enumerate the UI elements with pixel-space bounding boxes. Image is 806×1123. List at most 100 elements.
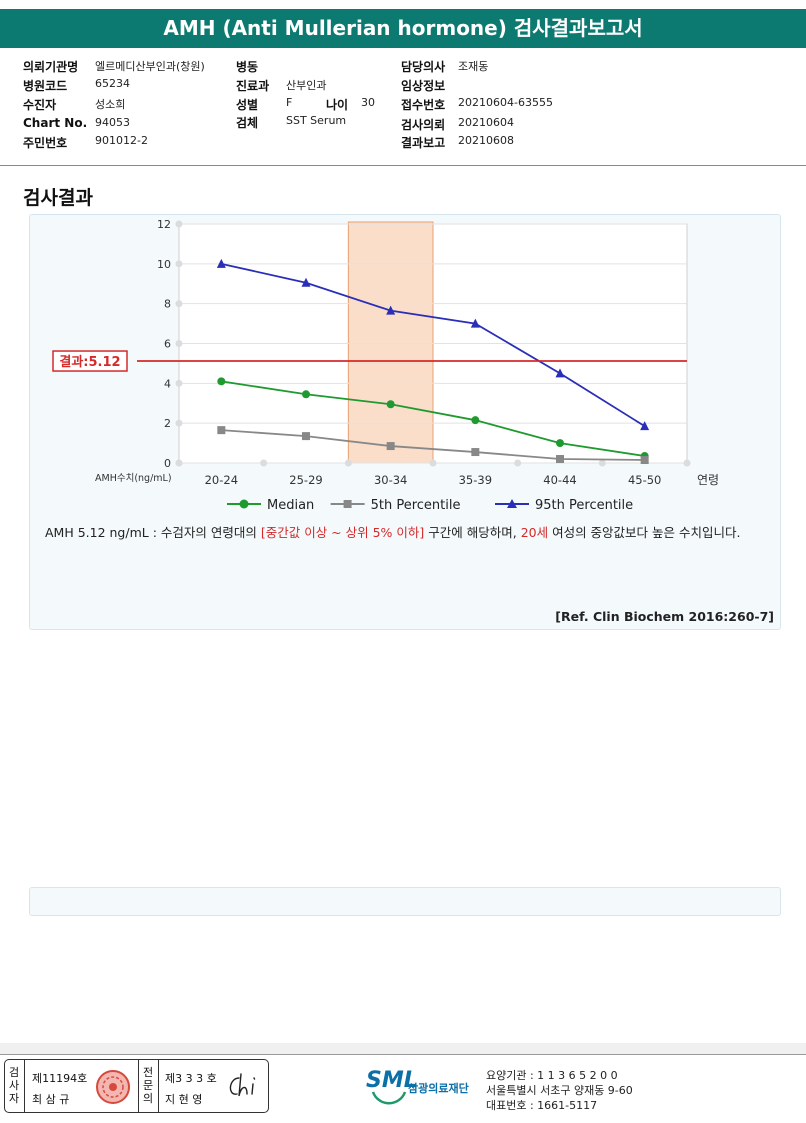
tester-number: 제11194호 bbox=[32, 1072, 88, 1085]
comment-highlight: 20세 bbox=[520, 525, 549, 540]
legend-label: 5th Percentile bbox=[371, 498, 461, 513]
institution-code: 요양기관 : 1 1 3 6 5 2 0 0 bbox=[486, 1069, 618, 1082]
y-tick-dot bbox=[175, 340, 183, 347]
x-tick-label: 40-44 bbox=[543, 473, 576, 487]
legend-marker bbox=[343, 500, 352, 508]
result-label-box bbox=[52, 350, 128, 372]
y-tick-label: 10 bbox=[157, 258, 171, 271]
info-value: F bbox=[286, 96, 293, 109]
x-tick-dot bbox=[175, 459, 183, 467]
y-tick-label: 0 bbox=[164, 457, 171, 470]
sml-logo-icon bbox=[371, 1091, 407, 1105]
legend-label: Median bbox=[267, 498, 314, 513]
x-tick-dot bbox=[598, 459, 606, 467]
amh-chart: 0 2 4 6 8 10 12 20-24 25-29 30-34 35-39 40-44 45-50 연… bbox=[52, 218, 719, 513]
data-point bbox=[640, 456, 649, 465]
info-label: 접수번호 bbox=[401, 98, 446, 112]
data-point bbox=[386, 400, 395, 409]
info-value: 901012-2 bbox=[95, 134, 148, 147]
series-line bbox=[221, 380, 645, 457]
legend-marker bbox=[507, 499, 517, 508]
legend-marker bbox=[239, 499, 249, 509]
section-title: 검사결과 bbox=[23, 187, 93, 209]
data-point bbox=[217, 426, 226, 435]
info-value: 조재동 bbox=[458, 60, 489, 73]
comment-text: 여성의 중앙값보다 높은 수치입니다. bbox=[548, 525, 741, 540]
y-tick-dot bbox=[175, 379, 183, 387]
info-value: 성소희 bbox=[95, 98, 126, 111]
y-tick-label: 6 bbox=[164, 338, 171, 351]
y-tick-dot bbox=[175, 260, 183, 268]
y-tick-label: 4 bbox=[164, 377, 171, 390]
info-label: 나이 bbox=[326, 98, 349, 112]
highlight-band bbox=[347, 221, 434, 464]
y-axis-label: AMH수치(ng/mL) bbox=[95, 472, 172, 484]
y-tick-label: 2 bbox=[164, 417, 171, 430]
info-label: 수진자 bbox=[23, 98, 57, 112]
y-tick-dot bbox=[175, 300, 183, 308]
info-value: 엘르메디산부인과(창원) bbox=[95, 60, 205, 73]
series-line bbox=[221, 429, 645, 461]
x-tick-label: 25-29 bbox=[289, 473, 322, 487]
data-point bbox=[471, 448, 480, 457]
reference: [Ref. Clin Biochem 2016:260-7] bbox=[555, 609, 774, 624]
data-point bbox=[302, 390, 310, 399]
y-tick-dot bbox=[175, 419, 183, 427]
data-point bbox=[555, 368, 565, 378]
comment-highlight: [중간값 이상 ~ 상위 5% 이하] bbox=[260, 525, 425, 540]
y-tick-dot bbox=[175, 220, 183, 228]
data-point bbox=[386, 442, 395, 451]
y-tick-label: 12 bbox=[157, 218, 171, 231]
tester-name: 최 삼 규 bbox=[32, 1093, 70, 1106]
info-label: 의뢰기관명 bbox=[23, 60, 79, 74]
info-value: 20210604 bbox=[458, 116, 514, 129]
data-point bbox=[556, 439, 564, 448]
info-value: 산부인과 bbox=[286, 79, 327, 92]
info-label: 병동 bbox=[236, 60, 259, 74]
footer-band bbox=[0, 1043, 806, 1055]
x-tick-dot bbox=[344, 459, 352, 467]
info-label: 결과보고 bbox=[401, 136, 446, 150]
empty-panel bbox=[29, 887, 781, 916]
specialist-number: 제3 3 3 호 bbox=[165, 1072, 217, 1085]
x-tick-label: 30-34 bbox=[374, 473, 407, 487]
divider bbox=[24, 1060, 25, 1112]
legend-label: 95th Percentile bbox=[535, 498, 633, 513]
data-point bbox=[216, 258, 226, 268]
x-axis-label: 연령 bbox=[697, 473, 719, 487]
data-point bbox=[217, 377, 226, 386]
data-point bbox=[471, 416, 480, 425]
info-value: SST Serum bbox=[286, 114, 347, 127]
comment-text: AMH 5.12 ng/mL : 수검자의 연령대의 bbox=[45, 525, 261, 540]
divider bbox=[158, 1060, 159, 1112]
divider bbox=[138, 1060, 139, 1112]
result-comment: AMH 5.12 ng/mL : 수검자의 연령대의 [중간값 이상 ~ 상위 … bbox=[45, 522, 785, 543]
signature-icon bbox=[229, 1073, 256, 1097]
x-tick-dot bbox=[683, 459, 691, 467]
info-value: 30 bbox=[361, 96, 375, 109]
x-tick-dot bbox=[514, 459, 522, 467]
info-value: 20210608 bbox=[458, 134, 514, 147]
sml-logo-text: SML bbox=[366, 1068, 418, 1093]
info-label: 진료과 bbox=[236, 79, 270, 93]
info-label: Chart No. bbox=[23, 116, 88, 130]
x-tick-dot bbox=[260, 459, 268, 467]
x-tick-label: 45-50 bbox=[628, 473, 661, 487]
seal-icon bbox=[96, 1070, 130, 1104]
data-point bbox=[556, 455, 564, 464]
x-tick-label: 20-24 bbox=[205, 473, 238, 487]
data-point bbox=[301, 277, 311, 287]
y-tick-label: 8 bbox=[164, 298, 171, 311]
info-label: 검사의뢰 bbox=[401, 118, 446, 132]
result-label: 결과:5.12 bbox=[59, 354, 120, 370]
address: 서울특별시 서초구 양재동 9-60 bbox=[486, 1084, 633, 1097]
data-point bbox=[470, 318, 480, 328]
info-label: 주민번호 bbox=[23, 136, 68, 150]
comment-text: 구간에 해당하며, bbox=[424, 525, 521, 540]
foundation-name: 삼광의료재단 bbox=[408, 1082, 469, 1095]
info-label: 검체 bbox=[236, 116, 259, 130]
info-value: 20210604-63555 bbox=[458, 96, 553, 109]
x-tick-label: 35-39 bbox=[459, 473, 492, 487]
specialist-name: 지 현 영 bbox=[165, 1093, 203, 1106]
